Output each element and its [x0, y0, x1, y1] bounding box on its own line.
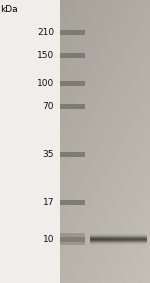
Text: 17: 17	[42, 198, 54, 207]
Bar	[60, 233, 85, 245]
Bar	[60, 152, 85, 157]
Text: 35: 35	[42, 150, 54, 159]
Bar	[60, 237, 85, 242]
Text: 10: 10	[42, 235, 54, 244]
Text: 100: 100	[37, 79, 54, 88]
Text: kDa: kDa	[0, 5, 18, 14]
Bar	[60, 53, 85, 58]
Text: 150: 150	[37, 51, 54, 60]
Bar	[60, 104, 85, 109]
Bar	[60, 81, 85, 86]
Bar	[60, 200, 85, 205]
Text: 70: 70	[42, 102, 54, 111]
Bar	[60, 30, 85, 35]
Text: 210: 210	[37, 28, 54, 37]
